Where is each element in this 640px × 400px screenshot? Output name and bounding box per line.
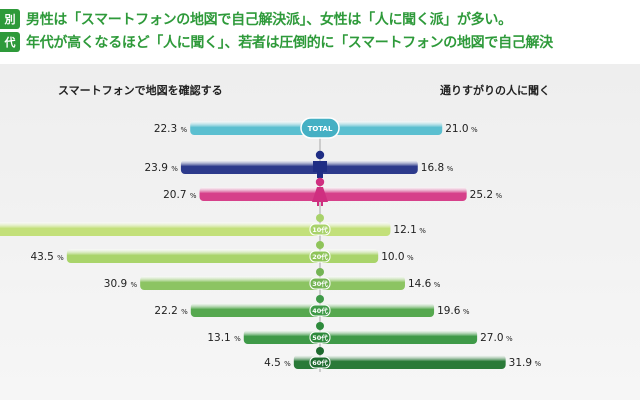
category-label: 30代 [312, 279, 328, 288]
right-unit-label: % [419, 227, 426, 235]
right-value-label: 27.0 [480, 332, 503, 344]
left-bar [140, 276, 320, 290]
left-unit-label: % [284, 360, 291, 368]
headline-tag: 別 [0, 9, 20, 29]
age-badge [309, 304, 331, 317]
category-label: 20代 [312, 252, 328, 261]
left-value-label: 13.1 [207, 332, 230, 344]
person-head-dot [316, 268, 324, 276]
left-unit-label: % [190, 192, 197, 200]
left-bar [0, 222, 320, 236]
right-unit-label: % [447, 165, 454, 173]
left-unit-label: % [57, 254, 64, 262]
category-label: 50代 [312, 333, 328, 342]
headline-text: 男性は「スマートフォンの地図で自己解決派」、女性は「人に聞く派」が多い。 [26, 12, 512, 28]
category-label: 60代 [312, 358, 328, 367]
right-value-label: 14.6 [408, 278, 432, 290]
person-head-dot [316, 347, 324, 355]
right-bar [320, 249, 379, 263]
headline-tag: 代 [0, 32, 20, 52]
left-value-label: 23.9 [145, 162, 168, 174]
person-head-dot [316, 241, 324, 249]
right-unit-label: % [407, 254, 414, 262]
right-bar [320, 303, 435, 317]
person-head-dot [316, 214, 324, 222]
left-value-label: 22.3 [154, 123, 177, 135]
right-value-label: 12.1 [393, 224, 416, 236]
right-unit-label: % [534, 360, 541, 368]
person-head-dot [316, 295, 324, 303]
left-value-label: 22.2 [154, 305, 177, 317]
right-unit-label: % [463, 308, 470, 316]
right-value-label: 31.9 [509, 357, 532, 369]
age-badge [309, 277, 331, 290]
right-bar [320, 276, 405, 290]
male-icon [313, 150, 327, 178]
left-series-title: スマートフォンで地図を確認する [58, 84, 223, 97]
total-badge [300, 117, 340, 139]
left-unit-label: % [234, 335, 241, 343]
left-bar [180, 160, 320, 174]
headline-text: 年代が高くなるほど「人に聞く」、若者は圧倒的に「スマートフォンの地図で自己解決 [26, 35, 553, 51]
left-bar [243, 330, 320, 344]
headline-age: 代 年代が高くなるほど「人に聞く」、若者は圧倒的に「スマートフォンの地図で自己解… [0, 32, 553, 52]
person-head-dot [316, 322, 324, 330]
left-unit-label: % [181, 126, 188, 134]
left-unit-label: % [131, 281, 138, 289]
right-bar [320, 160, 418, 174]
right-bar [320, 121, 443, 135]
right-bar [320, 355, 506, 369]
age-badge [309, 223, 331, 236]
left-bar [66, 249, 320, 263]
headline-gender: 別 男性は「スマートフォンの地図で自己解決派」、女性は「人に聞く派」が多い。 [0, 9, 512, 29]
age-badge [309, 250, 331, 263]
left-value-label: 43.5 [30, 251, 53, 263]
left-value-label: 20.7 [163, 189, 186, 201]
right-bar [320, 330, 478, 344]
right-unit-label: % [495, 192, 502, 200]
right-value-label: 19.6 [437, 305, 461, 317]
left-unit-label: % [181, 308, 188, 316]
female-icon [312, 177, 328, 206]
age-badge [309, 331, 331, 344]
right-value-label: 21.0 [445, 123, 468, 135]
left-bar [199, 187, 320, 201]
left-bar [190, 303, 320, 317]
left-value-label: 30.9 [104, 278, 127, 290]
right-unit-label: % [434, 281, 441, 289]
category-label: 40代 [312, 306, 328, 315]
category-label: TOTAL [308, 125, 333, 133]
left-unit-label: % [171, 165, 178, 173]
category-label: 10代 [312, 225, 328, 234]
right-unit-label: % [471, 126, 478, 134]
right-unit-label: % [506, 335, 513, 343]
right-value-label: 16.8 [421, 162, 444, 174]
right-bar [320, 187, 467, 201]
right-value-label: 10.0 [381, 251, 404, 263]
right-bar [320, 222, 391, 236]
right-value-label: 25.2 [470, 189, 493, 201]
left-value-label: 4.5 [264, 357, 281, 369]
left-bar [190, 121, 320, 135]
age-badge [309, 356, 331, 369]
right-series-title: 通りすがりの人に聞く [440, 84, 550, 97]
